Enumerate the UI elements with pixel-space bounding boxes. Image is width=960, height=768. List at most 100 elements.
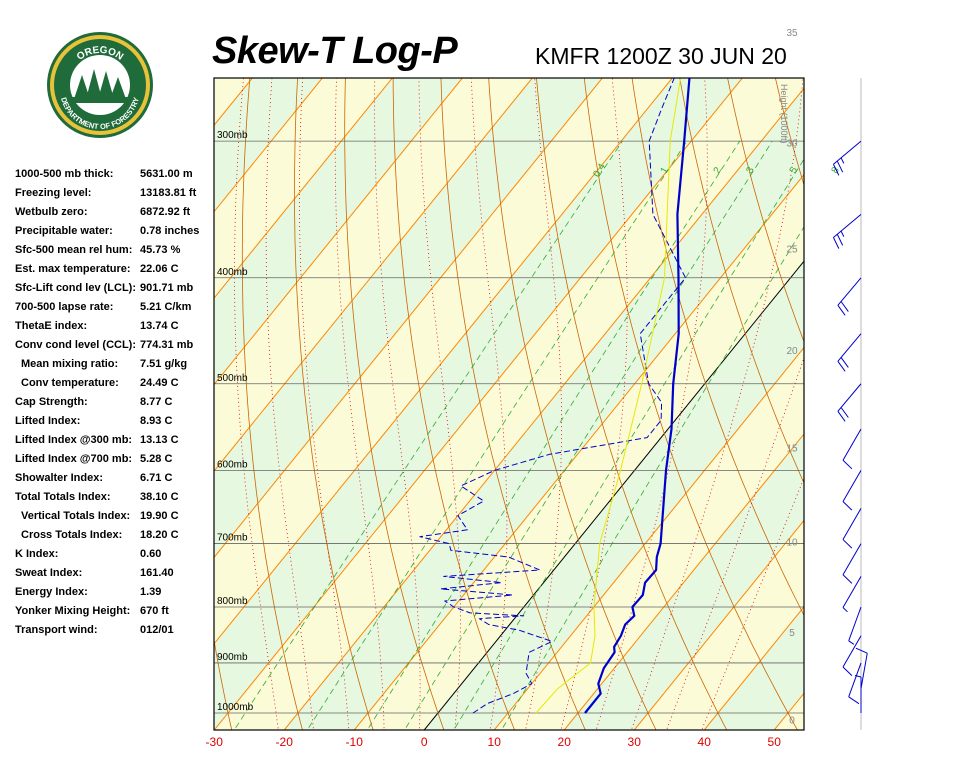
index-value: 7.51 g/kg	[140, 358, 188, 370]
mixing-ratio-line	[453, 158, 804, 730]
wind-barb-full	[836, 234, 844, 246]
index-value: 1.39	[140, 586, 162, 598]
index-value: 0.60	[140, 548, 162, 560]
wind-barb-staff	[842, 428, 862, 461]
index-value: 774.31 mb	[140, 339, 194, 351]
wind-barb	[842, 470, 862, 511]
wind-barb-full	[832, 164, 840, 176]
wind-barb	[848, 662, 862, 705]
index-label: Lifted Index @300 mb:	[15, 434, 133, 446]
isotherm-line	[423, 260, 804, 730]
height-label: 10	[786, 537, 798, 548]
index-value: 161.40	[140, 567, 174, 579]
wind-barb	[854, 675, 862, 713]
mixing-ratio-label: 3	[745, 165, 758, 176]
wind-barb-full	[840, 301, 849, 312]
index-value: 5631.00 m	[140, 168, 193, 180]
isotherm-band	[0, 78, 112, 730]
wind-barb-staff	[837, 333, 862, 362]
wind-barb-half	[840, 157, 845, 164]
wind-barb-full	[855, 647, 868, 654]
isotherm-line	[633, 519, 804, 730]
isotherm-line	[0, 78, 182, 730]
mixing-ratio-line	[306, 140, 688, 730]
wind-barb	[842, 635, 862, 676]
height-label: 15	[786, 444, 798, 455]
wind-barb	[842, 543, 862, 584]
wind-barb-staff	[842, 576, 862, 608]
pressure-label: 700mb	[217, 533, 248, 544]
index-label: 700-500 lapse rate:	[15, 301, 114, 313]
wind-barb-full	[848, 696, 860, 705]
wind-barb-half	[842, 607, 848, 613]
isotherm-band	[214, 78, 804, 730]
index-value: 6872.92 ft	[140, 206, 191, 218]
dry-adiabat	[910, 0, 960, 736]
height-axis-title: Height (1000ft)	[779, 84, 789, 144]
index-value: 24.49 C	[140, 377, 179, 389]
index-label: Cap Strength:	[15, 396, 88, 408]
isotherm-line	[214, 78, 323, 213]
wind-barb	[842, 508, 862, 549]
index-label: Conv temperature:	[21, 377, 119, 389]
isotherm-line	[214, 78, 393, 299]
index-value: 670 ft	[140, 605, 169, 617]
wind-barb-full	[832, 237, 840, 249]
isotherm-line	[563, 433, 804, 730]
dry-adiabat	[583, 78, 798, 730]
index-label: Freezing level:	[15, 187, 92, 199]
mixing-ratio-line	[233, 140, 623, 730]
svg-text:OREGON: OREGON	[75, 45, 125, 63]
wind-barb-staff	[833, 213, 862, 238]
wind-barb-full	[837, 411, 846, 422]
index-label: Mean mixing ratio:	[21, 358, 119, 370]
height-label: 30	[786, 139, 798, 150]
wind-barb-staff	[848, 662, 862, 697]
index-label: Sweat Index:	[15, 567, 83, 579]
wind-barb-half	[840, 230, 845, 237]
wind-barb	[837, 333, 862, 372]
wind-barb-full	[840, 407, 849, 418]
wind-barb-full	[842, 574, 853, 584]
wind-barb-staff	[842, 470, 862, 502]
moist-adiabat	[630, 78, 804, 730]
isotherm-line	[353, 173, 804, 730]
isotherm-line	[214, 78, 743, 730]
moist-adiabat	[560, 78, 628, 730]
moist-adiabat	[234, 78, 279, 730]
wind-barb-full	[842, 539, 853, 549]
plot-area	[0, 0, 960, 736]
wind-barb	[848, 606, 862, 645]
index-label: ThetaE index:	[15, 320, 88, 332]
index-value: 012/01	[140, 624, 174, 636]
index-value: 5.28 C	[140, 453, 173, 465]
wind-barb-full	[837, 305, 846, 316]
pressure-label: 800mb	[217, 596, 248, 607]
wind-barb	[832, 213, 862, 249]
isotherm-line	[214, 78, 673, 645]
pressure-label: 400mb	[217, 267, 248, 278]
x-tick-label: 40	[698, 735, 712, 749]
moist-adiabat	[299, 78, 350, 730]
wind-barb-full	[842, 459, 853, 470]
wind-barb-half	[848, 640, 855, 645]
index-label: Energy Index:	[15, 586, 88, 598]
wind-barb-staff	[860, 653, 868, 689]
height-label: 5	[789, 628, 795, 639]
isotherm-band	[0, 78, 182, 730]
mixing-ratio-line	[404, 140, 773, 730]
height-label: 25	[786, 244, 798, 255]
wind-barb	[842, 428, 862, 470]
logo-text-top: OREGON	[75, 45, 125, 63]
index-label: Conv cond level (CCL):	[15, 339, 137, 351]
dry-adiabat	[214, 637, 233, 730]
height-label: 0	[789, 715, 795, 726]
mixing-ratio-label: 5	[788, 165, 801, 176]
wind-barb-full	[836, 160, 844, 173]
x-tick-label: 20	[558, 735, 572, 749]
temperature-line	[584, 78, 691, 714]
moist-adiabat	[525, 78, 562, 730]
wind-barb-full	[837, 360, 846, 372]
wind-barb-staff	[842, 543, 862, 576]
